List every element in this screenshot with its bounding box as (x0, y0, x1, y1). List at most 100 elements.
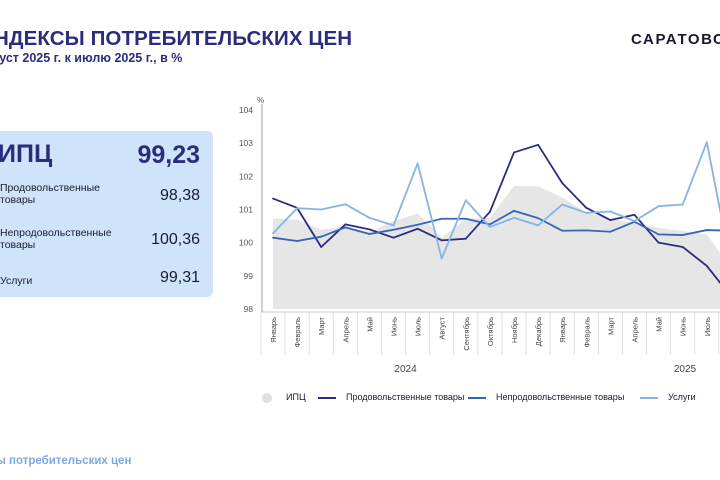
series-line-2 (272, 209, 720, 242)
x-tick-label: Март (317, 316, 326, 335)
series-point-1 (272, 197, 274, 200)
summary-main-row: ИПЦ 99,23 (0, 141, 213, 171)
summary-main-label: ИПЦ (0, 140, 53, 168)
series-point-2 (416, 223, 419, 226)
series-point-3 (440, 257, 443, 260)
series-point-3 (705, 141, 708, 144)
series-point-2 (440, 217, 443, 220)
x-tick-label: Январь (558, 317, 567, 343)
x-tick-label: Февраль (582, 317, 591, 348)
x-tick-label: Сентябрь (462, 317, 471, 351)
y-tick-label: 99 (244, 271, 254, 281)
x-tick-label: Август (438, 316, 447, 339)
summary-card: ИПЦ 99,23 Продовольственные товары 98,38… (0, 131, 213, 297)
series-point-3 (585, 211, 588, 214)
summary-main-value: 99,23 (137, 141, 200, 169)
series-point-2 (392, 228, 395, 231)
x-tick-label: Март (606, 316, 615, 335)
series-point-1 (537, 143, 539, 146)
y-unit-label: % (257, 96, 264, 105)
series-point-1 (561, 182, 564, 184)
series-point-3 (272, 232, 274, 235)
y-tick-label: 100 (239, 238, 253, 248)
cpi-area (273, 185, 720, 309)
brand-logo: САРАТОВС (631, 31, 720, 48)
series-point-3 (489, 226, 491, 228)
legend-nonfood: Непродовольственные товары (468, 392, 624, 402)
series-point-2 (657, 233, 660, 236)
series-point-2 (681, 234, 684, 236)
series-point-3 (537, 224, 539, 227)
series-point-2 (537, 217, 539, 220)
x-tick-label: Июнь (390, 317, 399, 336)
cpi-line-chart: 98 99 100 101 102 103 104% Январь Февраль Март Апр… (239, 96, 720, 375)
series-point-1 (464, 237, 467, 240)
summary-row-services: Услуги 99,31 (0, 269, 213, 289)
year-group-label: 2024 (394, 364, 417, 375)
series-point-2 (585, 229, 588, 232)
legend-cpi: ИПЦ (262, 392, 306, 403)
series-point-1 (489, 210, 491, 213)
series-line-3 (272, 141, 720, 260)
series-point-1 (320, 246, 323, 248)
series-point-2 (489, 223, 491, 226)
legend-food-label: Продовольственные товары (346, 392, 465, 402)
series-point-3 (657, 205, 660, 208)
series-point-2 (344, 226, 347, 229)
series-point-1 (633, 213, 636, 216)
summary-services-label: Услуги (0, 275, 33, 287)
series-point-1 (392, 236, 395, 239)
page-subtitle: густ 2025 г. к июлю 2025 г., в % (0, 51, 183, 65)
series-point-3 (561, 203, 564, 206)
x-tick-label: Апрель (341, 317, 350, 343)
footer-link[interactable]: ы потребительских цен (0, 455, 132, 467)
legend-services: Услуги (640, 392, 696, 402)
summary-row-food: Продовольственные товары 98,38 (0, 182, 213, 208)
series-point-1 (681, 246, 684, 248)
series-point-1 (440, 239, 443, 242)
page-title: НДЕКСЫ ПОТРЕБИТЕЛЬСКИХ ЦЕН (0, 27, 353, 50)
legend-food: Продовольственные товары (318, 392, 464, 402)
x-tick-label: Июнь (679, 317, 688, 336)
series-point-2 (320, 235, 323, 238)
series-point-1 (513, 151, 515, 154)
x-tick-label: Апрель (631, 317, 640, 343)
series-point-3 (633, 220, 636, 223)
series-point-3 (392, 224, 395, 227)
series-point-3 (368, 216, 371, 219)
summary-services-value: 99,31 (159, 269, 200, 286)
summary-food-value: 98,38 (159, 187, 200, 204)
legend-cpi-label: ИПЦ (286, 392, 306, 402)
series-point-3 (681, 203, 684, 206)
legend-services-label: Услуги (668, 392, 696, 402)
series-point-1 (344, 223, 347, 226)
summary-food-label: Продовольственные товары (0, 182, 100, 206)
legend-cpi-swatch (262, 392, 272, 403)
x-tick-label: Июль (414, 317, 423, 336)
legend-services-swatch (640, 396, 658, 399)
x-tick-label: Декабрь (534, 317, 543, 346)
summary-row-nonfood: Непродовольственные товары 100,36 (0, 227, 213, 253)
series-point-2 (296, 240, 298, 242)
legend-nonfood-label: Непродовольственные товары (496, 392, 625, 402)
series-point-2 (513, 209, 515, 212)
series-point-1 (416, 227, 419, 230)
x-tick-label: Май (365, 317, 374, 332)
series-point-3 (513, 216, 515, 219)
series-point-3 (320, 208, 323, 211)
series-point-2 (705, 229, 708, 231)
y-tick-label: 102 (239, 171, 253, 181)
series-point-3 (296, 207, 298, 210)
series-point-1 (368, 228, 371, 231)
x-tick-label: Май (655, 317, 664, 332)
x-tick-label: Октябрь (486, 317, 495, 346)
y-tick-label: 98 (244, 304, 254, 314)
series-point-1 (585, 206, 588, 209)
series-point-2 (464, 217, 467, 220)
x-tick-label: Ноябрь (510, 317, 519, 343)
x-tick-label: Январь (269, 317, 278, 343)
series-point-2 (561, 229, 564, 232)
legend-nonfood-swatch (468, 396, 486, 399)
series-point-1 (705, 264, 708, 267)
series-point-3 (464, 199, 467, 202)
